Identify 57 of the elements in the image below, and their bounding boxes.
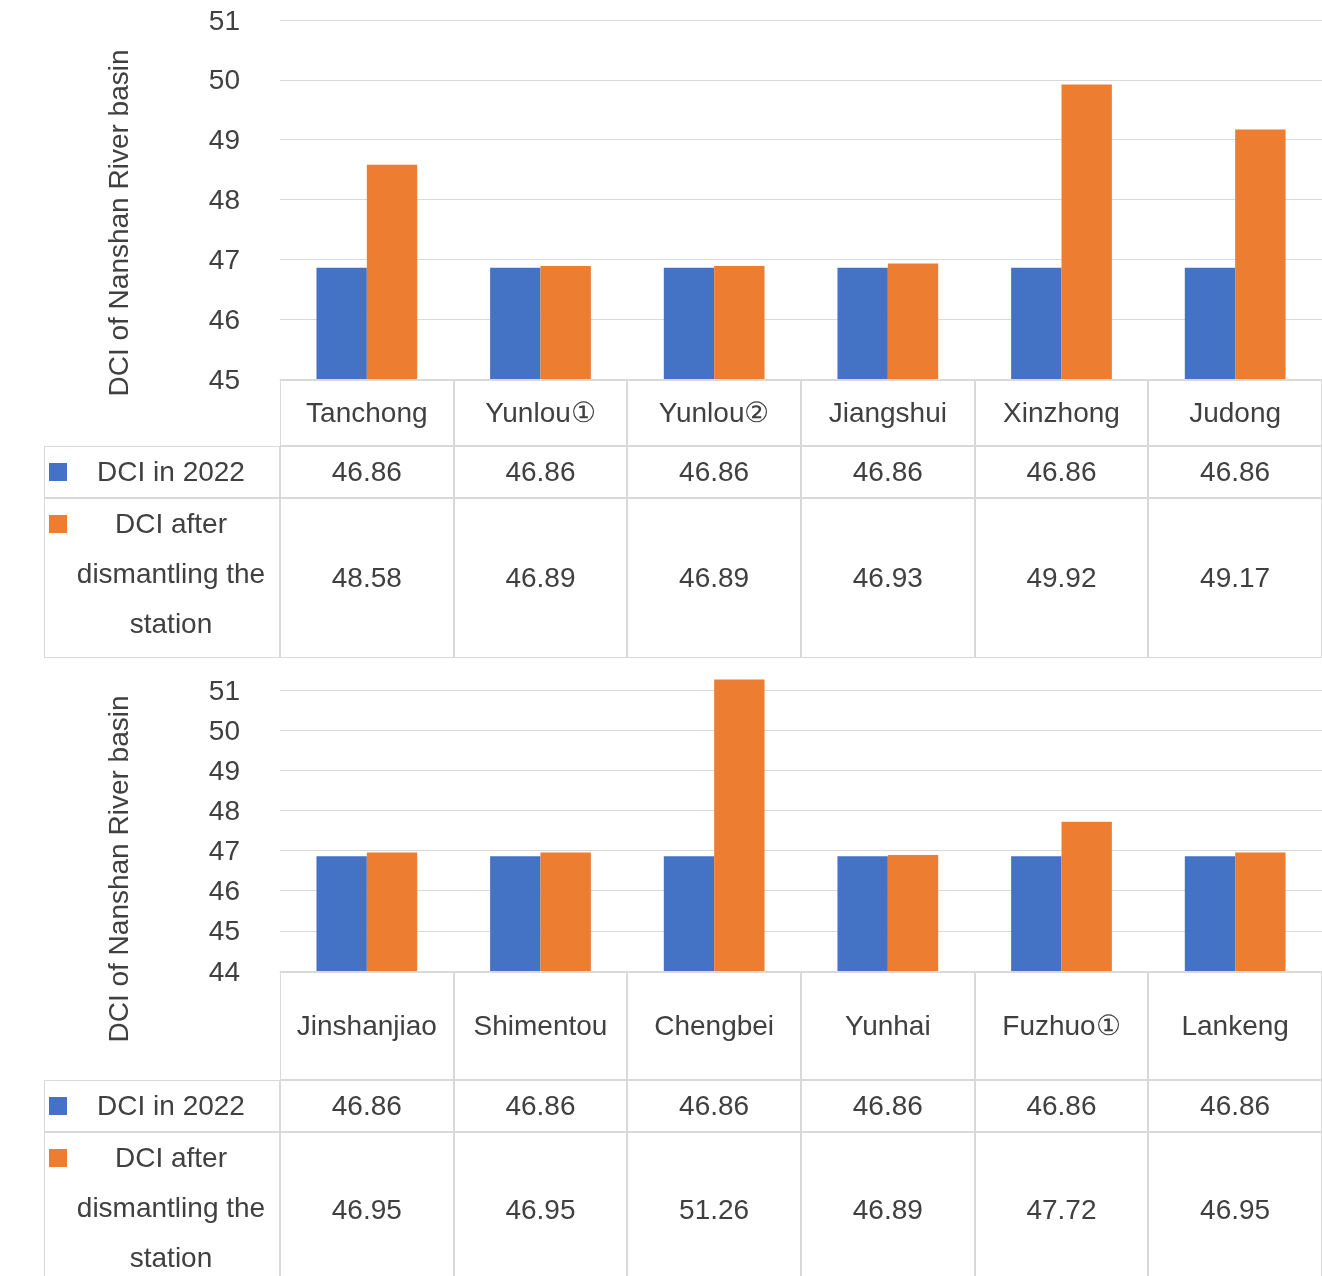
x-tick-label: Chengbei xyxy=(627,972,801,1080)
data-label: 49.17 xyxy=(1148,498,1322,658)
legend-label: DCI in 2022 xyxy=(96,455,246,489)
y-axis-title: DCI of Nanshan River basin xyxy=(102,49,134,397)
x-tick-label: Shimentou xyxy=(453,972,628,1080)
data-label: 46.86 xyxy=(801,1080,975,1132)
data-label: 47.72 xyxy=(974,1132,1149,1276)
y-tick-label: 47 xyxy=(208,835,240,867)
data-label: 46.86 xyxy=(1148,446,1322,498)
y-tick-label: 50 xyxy=(208,714,240,746)
y-tick-label: 46 xyxy=(208,303,240,335)
x-tick-label: Yunlou① xyxy=(453,380,628,446)
x-tick-label: Fuzhuo① xyxy=(974,972,1149,1080)
x-tick-label: Judong xyxy=(1148,380,1322,446)
x-tick-label: Jinshanjiao xyxy=(280,972,454,1080)
data-label: 46.93 xyxy=(801,498,975,658)
data-label: 46.86 xyxy=(801,446,975,498)
y-tick-label: 50 xyxy=(208,64,240,96)
legend-label: DCI after dismantling the station xyxy=(75,507,267,641)
y-axis-title: DCI of Nanshan River basin xyxy=(102,695,134,1043)
y-tick-label: 45 xyxy=(208,363,240,395)
data-label: 46.86 xyxy=(280,1080,454,1132)
y-tick-label: 47 xyxy=(208,243,240,275)
data-label: 46.89 xyxy=(801,1132,975,1276)
data-label: 49.92 xyxy=(974,498,1149,658)
x-tick-label: Yunhai xyxy=(801,972,975,1080)
data-label: 51.26 xyxy=(627,1132,801,1276)
x-tick-label: Tanchong xyxy=(280,380,454,446)
data-label: 46.89 xyxy=(627,498,801,658)
x-tick-label: Lankeng xyxy=(1148,972,1322,1080)
y-tick-label: 44 xyxy=(208,955,240,987)
data-label: 46.95 xyxy=(453,1132,628,1276)
data-label: 46.86 xyxy=(453,446,628,498)
data-label: 46.86 xyxy=(974,1080,1149,1132)
data-label: 48.58 xyxy=(280,498,454,658)
x-tick-label: Jiangshui xyxy=(801,380,975,446)
data-label: 46.89 xyxy=(453,498,628,658)
y-tick-label: 48 xyxy=(208,794,240,826)
y-tick-label: 51 xyxy=(208,4,240,36)
data-label: 46.86 xyxy=(627,1080,801,1132)
data-label: 46.95 xyxy=(280,1132,454,1276)
y-tick-label: 45 xyxy=(208,915,240,947)
data-label: 46.86 xyxy=(627,446,801,498)
data-label: 46.86 xyxy=(453,1080,628,1132)
data-label: 46.86 xyxy=(1148,1080,1322,1132)
y-tick-label: 51 xyxy=(208,674,240,706)
x-tick-label: Xinzhong xyxy=(974,380,1149,446)
y-tick-label: 49 xyxy=(208,754,240,786)
y-tick-label: 46 xyxy=(208,875,240,907)
data-label: 46.86 xyxy=(280,446,454,498)
legend-label: DCI in 2022 xyxy=(96,1089,246,1123)
legend-label: DCI after dismantling the station xyxy=(75,1141,267,1275)
data-label: 46.95 xyxy=(1148,1132,1322,1276)
x-tick-label: Yunlou② xyxy=(627,380,801,446)
data-label: 46.86 xyxy=(974,446,1149,498)
y-tick-label: 48 xyxy=(208,184,240,215)
y-tick-label: 49 xyxy=(208,124,240,156)
